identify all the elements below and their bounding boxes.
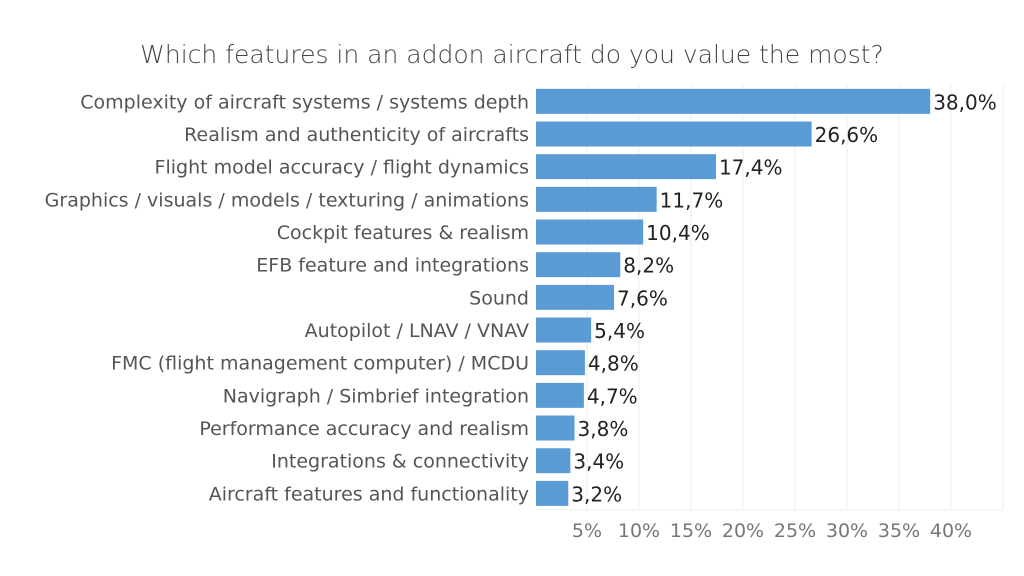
bar <box>536 350 585 376</box>
data-label: 10,4% <box>646 221 710 245</box>
data-label: 5,4% <box>594 319 645 343</box>
x-tick-label: 5% <box>572 520 602 542</box>
bar <box>536 415 575 441</box>
bar <box>536 186 657 212</box>
x-tick-label: 40% <box>930 520 972 542</box>
data-label: 3,8% <box>578 417 629 441</box>
category-label: EFB feature and integrations <box>256 255 529 277</box>
bar <box>536 154 716 180</box>
x-tick-label: 10% <box>618 520 660 542</box>
category-label: Sound <box>469 287 529 309</box>
data-label: 4,7% <box>587 384 638 408</box>
bar <box>536 317 592 343</box>
category-label: Cockpit features & realism <box>277 222 529 244</box>
data-label: 38,0% <box>933 90 997 114</box>
data-label: 7,6% <box>617 286 668 310</box>
category-label: Navigraph / Simbrief integration <box>223 385 529 407</box>
data-label: 17,4% <box>719 156 783 180</box>
data-label: 4,8% <box>588 352 639 376</box>
bar <box>536 382 584 408</box>
x-tick-label: 15% <box>670 520 712 542</box>
category-label: Complexity of aircraft systems / systems… <box>80 91 529 113</box>
category-label: Autopilot / LNAV / VNAV <box>305 320 529 342</box>
x-tick-label: 20% <box>722 520 764 542</box>
data-label: 8,2% <box>623 254 674 278</box>
data-label: 3,4% <box>573 450 624 474</box>
x-tick-label: 35% <box>878 520 920 542</box>
category-label: Realism and authenticity of aircrafts <box>184 124 529 146</box>
bar <box>536 219 644 245</box>
category-label: Performance accuracy and realism <box>199 418 529 440</box>
category-label: Aircraft features and functionality <box>209 483 529 505</box>
category-label: Integrations & connectivity <box>271 451 529 473</box>
category-label: Flight model accuracy / flight dynamics <box>155 157 529 179</box>
bar <box>536 284 615 310</box>
data-label: 3,2% <box>571 482 622 506</box>
bar <box>536 252 621 278</box>
x-tick-label: 25% <box>774 520 816 542</box>
category-label: Graphics / visuals / models / texturing … <box>45 189 529 211</box>
data-label: 26,6% <box>815 123 879 147</box>
bar <box>536 480 569 506</box>
category-label: FMC (flight management computer) / MCDU <box>111 353 529 375</box>
data-label: 11,7% <box>660 188 724 212</box>
chart-title: Which features in an addon aircraft do y… <box>140 40 884 69</box>
bar <box>536 121 812 147</box>
bar <box>536 88 931 114</box>
x-tick-label: 30% <box>826 520 868 542</box>
bar <box>536 448 571 474</box>
